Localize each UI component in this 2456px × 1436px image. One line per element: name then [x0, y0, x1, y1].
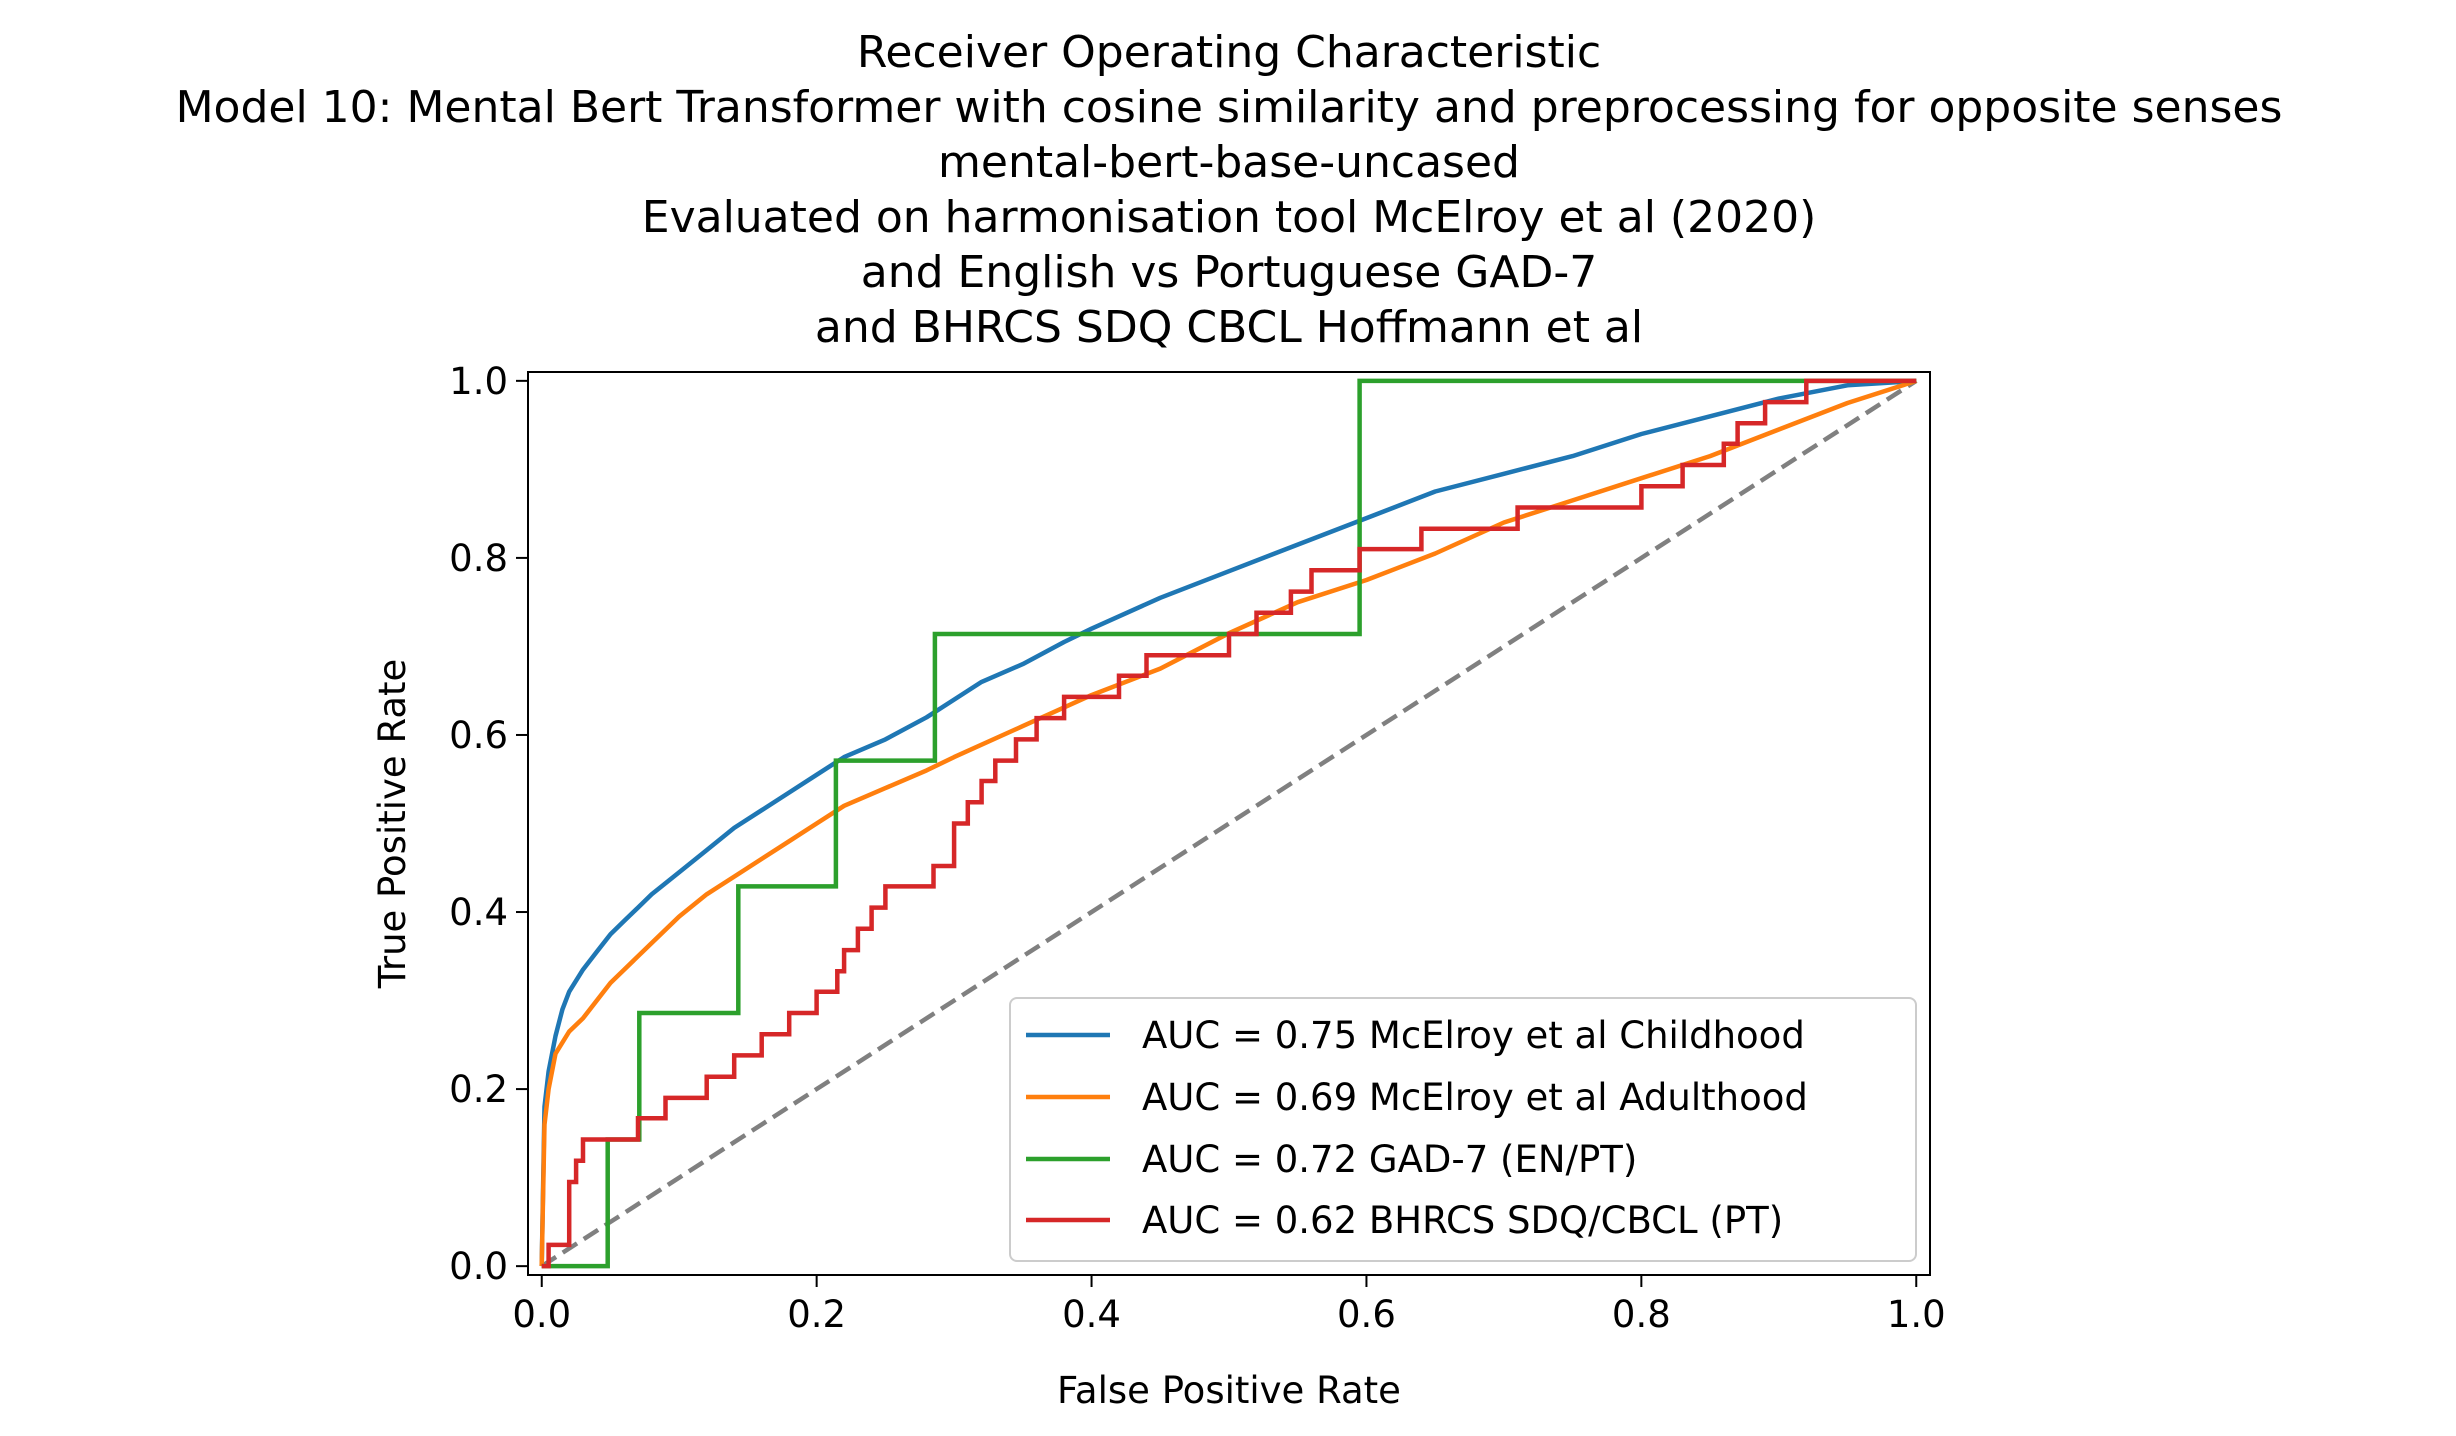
- legend-box: [1009, 997, 1917, 1262]
- title-line-3: mental-bert-base-uncased: [938, 137, 1520, 188]
- series-line-2: [539, 378, 1917, 1267]
- y-tick-label: 0.2: [449, 1068, 508, 1111]
- chance-diagonal-line: [540, 378, 1918, 1269]
- series-line-1: [539, 378, 1917, 1267]
- y-axis-label: True Positive Rate: [371, 659, 414, 990]
- legend-label: AUC = 0.72 GAD-7 (EN/PT): [1142, 1138, 1637, 1181]
- x-axis-label: False Positive Rate: [1057, 1369, 1401, 1412]
- legend-label: AUC = 0.69 McElroy et al Adulthood: [1142, 1076, 1808, 1119]
- legend-label: AUC = 0.62 BHRCS SDQ/CBCL (PT): [1142, 1199, 1783, 1242]
- y-tick-label: 0.8: [449, 537, 508, 580]
- title-line-6: and BHRCS SDQ CBCL Hoffmann et al: [815, 302, 1643, 353]
- x-tick-label: 1.0: [1887, 1293, 1946, 1336]
- legend-item: AUC = 0.62 BHRCS SDQ/CBCL (PT): [1026, 1199, 1783, 1242]
- plot-area: [527, 371, 1931, 1276]
- legend-item: AUC = 0.75 McElroy et al Childhood: [1026, 1014, 1805, 1057]
- y-tick-label: 0.0: [449, 1245, 508, 1288]
- y-axis: 0.0 0.2 0.4 0.6 0.8 1.0: [449, 360, 528, 1288]
- y-tick-label: 0.6: [449, 714, 508, 757]
- series-line-4: [541, 378, 1917, 1269]
- series-layer: [539, 378, 1918, 1269]
- x-axis: 0.0 0.2 0.4 0.6 0.8 1.0: [512, 1275, 1946, 1336]
- y-tick-label: 0.4: [449, 891, 508, 934]
- y-tick-label: 1.0: [449, 360, 508, 403]
- x-tick-label: 0.2: [787, 1293, 846, 1336]
- x-tick-label: 0.4: [1062, 1293, 1121, 1336]
- title-line-4: Evaluated on harmonisation tool McElroy …: [642, 192, 1816, 243]
- x-tick-label: 0.6: [1337, 1293, 1396, 1336]
- title-line-5: and English vs Portuguese GAD-7: [861, 247, 1598, 298]
- legend-item: AUC = 0.72 GAD-7 (EN/PT): [1026, 1138, 1637, 1181]
- title-line-2: Model 10: Mental Bert Transformer with c…: [176, 82, 2283, 133]
- title-line-1: Receiver Operating Characteristic: [857, 27, 1601, 78]
- axes-frame: [527, 371, 1931, 1276]
- legend-label: AUC = 0.75 McElroy et al Childhood: [1142, 1014, 1805, 1057]
- x-tick-label: 0.8: [1612, 1293, 1671, 1336]
- x-tick-label: 0.0: [512, 1293, 571, 1336]
- legend-item: AUC = 0.69 McElroy et al Adulthood: [1026, 1076, 1808, 1119]
- legend: AUC = 0.75 McElroy et al Childhood AUC = …: [1009, 997, 1917, 1262]
